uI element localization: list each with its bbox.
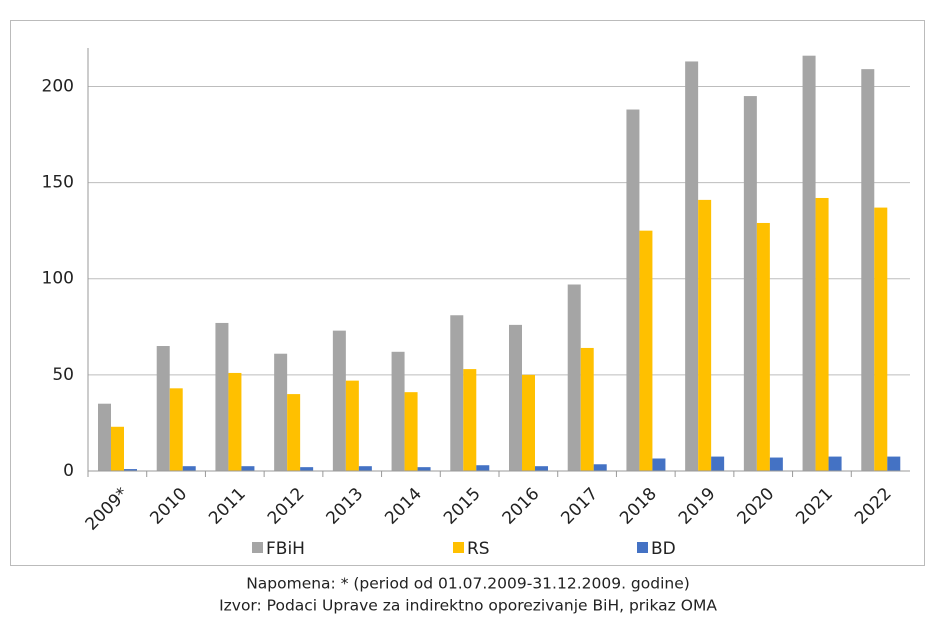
bar	[98, 403, 111, 471]
legend-label: RS	[467, 539, 490, 559]
bar	[274, 353, 288, 471]
bar	[593, 464, 607, 471]
y-tick-label: 200	[42, 76, 74, 96]
bar	[535, 466, 548, 471]
bar	[685, 61, 699, 471]
bar	[404, 392, 418, 471]
bar	[111, 426, 124, 471]
legend-swatch	[252, 542, 263, 553]
bar	[182, 466, 196, 471]
bar	[300, 467, 314, 471]
legend-label: BD	[651, 539, 676, 559]
bar	[332, 330, 346, 471]
bar	[652, 458, 666, 471]
bar	[476, 465, 490, 471]
bar	[450, 315, 464, 471]
bar	[215, 322, 229, 471]
bar	[358, 466, 372, 471]
bar	[169, 388, 183, 471]
bar	[567, 284, 581, 471]
bar	[417, 467, 431, 471]
legend-swatch	[637, 542, 648, 553]
note: Napomena: * (period od 01.07.2009-31.12.…	[246, 575, 690, 593]
source: Izvor: Podaci Uprave za indirektno opore…	[219, 597, 717, 615]
bar	[756, 222, 770, 471]
y-tick-label: 100	[42, 269, 74, 289]
bar	[711, 456, 725, 471]
bar	[156, 346, 170, 471]
bar	[287, 394, 301, 471]
bar	[124, 469, 137, 471]
bar	[241, 466, 255, 471]
bar	[828, 456, 842, 471]
bar	[580, 347, 594, 471]
bar	[228, 372, 242, 471]
y-tick-label: 50	[52, 365, 74, 385]
bar	[509, 324, 522, 471]
bar	[802, 55, 816, 471]
bar	[874, 207, 888, 471]
chart-frame	[10, 20, 925, 566]
y-tick-label: 0	[63, 461, 74, 481]
legend-label: FBiH	[266, 539, 305, 559]
bar	[887, 456, 901, 471]
y-tick-label: 150	[42, 173, 74, 193]
bar	[743, 96, 757, 472]
bar	[698, 199, 712, 472]
legend-swatch	[453, 542, 464, 553]
bar	[769, 457, 783, 471]
bar	[345, 380, 359, 471]
bar	[861, 69, 875, 472]
bar	[626, 109, 640, 471]
bar	[391, 351, 405, 471]
bar	[639, 230, 653, 471]
bar	[815, 197, 829, 472]
bar	[522, 374, 535, 471]
bar	[463, 369, 477, 471]
